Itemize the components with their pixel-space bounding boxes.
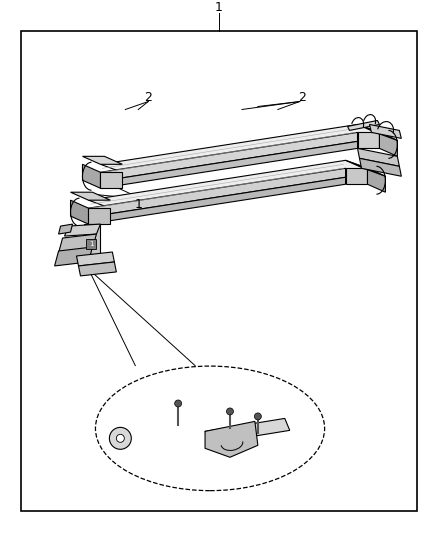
Text: 1: 1	[215, 2, 223, 14]
Polygon shape	[64, 224, 100, 236]
Polygon shape	[379, 132, 397, 156]
Polygon shape	[100, 172, 122, 188]
Polygon shape	[55, 247, 92, 266]
Polygon shape	[78, 262, 117, 276]
Polygon shape	[357, 132, 379, 148]
Text: 2: 2	[144, 91, 152, 104]
Polygon shape	[88, 168, 346, 217]
Polygon shape	[360, 158, 401, 176]
Polygon shape	[88, 160, 367, 208]
Polygon shape	[100, 132, 357, 181]
Polygon shape	[205, 418, 290, 443]
Polygon shape	[357, 148, 399, 166]
Polygon shape	[88, 177, 346, 224]
Circle shape	[254, 413, 261, 420]
Text: 1: 1	[89, 241, 94, 247]
Text: 2: 2	[298, 91, 306, 104]
Ellipse shape	[95, 366, 325, 491]
Polygon shape	[100, 141, 357, 188]
Polygon shape	[346, 160, 385, 176]
Polygon shape	[370, 124, 401, 139]
Polygon shape	[71, 192, 110, 200]
Text: 1: 1	[134, 198, 142, 211]
Polygon shape	[100, 124, 379, 172]
Polygon shape	[347, 120, 379, 131]
Polygon shape	[85, 224, 100, 254]
Polygon shape	[357, 124, 397, 140]
Polygon shape	[77, 252, 114, 266]
Polygon shape	[59, 234, 96, 253]
Polygon shape	[71, 200, 88, 224]
Polygon shape	[82, 164, 100, 188]
Circle shape	[175, 400, 182, 407]
Polygon shape	[205, 422, 258, 457]
Polygon shape	[346, 168, 367, 184]
Circle shape	[226, 408, 233, 415]
Polygon shape	[86, 239, 96, 249]
Polygon shape	[82, 156, 122, 164]
Polygon shape	[367, 168, 385, 192]
Circle shape	[110, 427, 131, 449]
Circle shape	[117, 434, 124, 442]
Polygon shape	[59, 224, 73, 234]
Polygon shape	[88, 208, 110, 224]
